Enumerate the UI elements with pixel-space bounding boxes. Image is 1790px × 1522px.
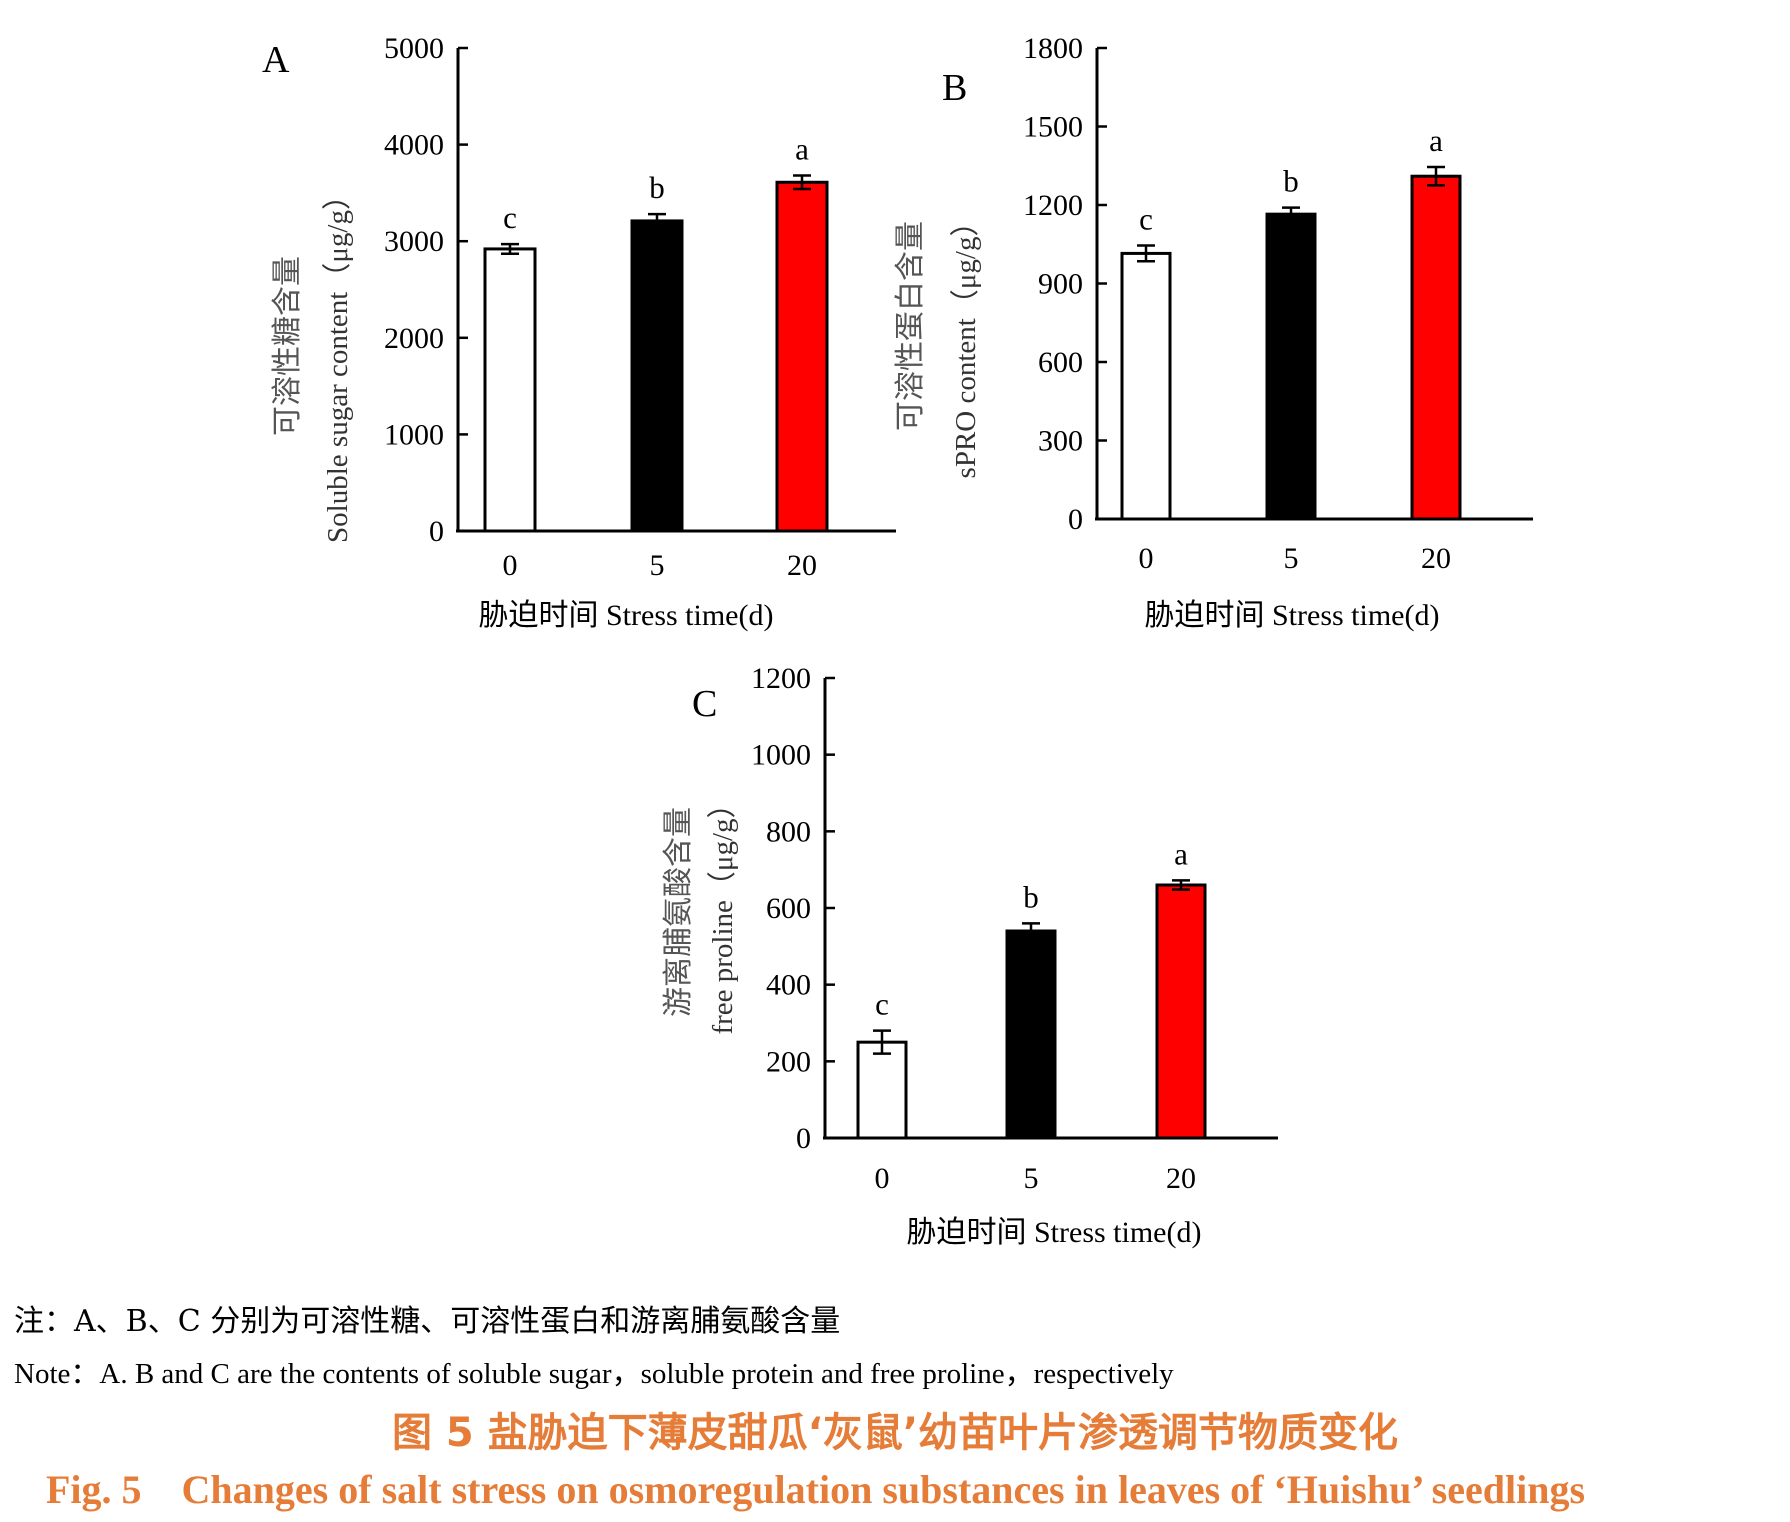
panel-c-y-tick-label: 1000 — [751, 739, 811, 772]
panel-b-x-tick-label: 5 — [1284, 542, 1299, 575]
panel-b-y-tick-label: 1200 — [1023, 189, 1083, 222]
panel-a-y-tick-label: 2000 — [384, 322, 444, 355]
panel-a-y-tick-label: 1000 — [384, 418, 444, 451]
panel-b-x-tick-label: 0 — [1139, 542, 1154, 575]
panel-b-y-tick-label: 900 — [1038, 268, 1083, 301]
figure-title-english-text: Fig. 5 Changes of salt stress on osmoreg… — [46, 1467, 1586, 1512]
panel-a-significance-letter: a — [795, 132, 809, 167]
panel-b-bar-0 — [1120, 251, 1172, 521]
panel-c-significance-letter: a — [1174, 836, 1188, 871]
panel-b-significance-letter: b — [1283, 164, 1299, 199]
panel-a-x-tick-label: 0 — [503, 549, 518, 582]
panel-c-y-tick-label: 600 — [766, 892, 811, 925]
panel-a-y-tick-label: 3000 — [384, 225, 444, 258]
panel-c-x-tick-label: 0 — [875, 1162, 890, 1195]
panel-c-x-tick-label: 5 — [1024, 1162, 1039, 1195]
panel-a-x-tick-label: 5 — [650, 549, 665, 582]
panel-a-y-tick-label: 4000 — [384, 129, 444, 162]
panel-b-x-tick-label: 20 — [1421, 542, 1451, 575]
panel-a-y-tick-label: 5000 — [384, 32, 444, 65]
panel-c-y-label-chinese: 游离脯氨酸含量 — [661, 807, 696, 1017]
panel-c-significance-letter: c — [875, 987, 889, 1022]
panel-b-y-tick-label: 1500 — [1023, 111, 1083, 144]
panel-a-chart: 0 1000 2000 3000 4000 5000 c 0 b 5 a 20 A 可溶性糖含量 Solub… — [262, 32, 896, 632]
panel-a-bar-5 — [630, 219, 684, 533]
panel-b-bar-5 — [1265, 212, 1317, 521]
panel-a-bar-20 — [775, 180, 829, 533]
caption-note-chinese: 注：A、B、C 分别为可溶性糖、可溶性蛋白和游离脯氨酸含量 — [14, 1304, 841, 1339]
panel-c-significance-letter: b — [1023, 879, 1039, 914]
panel-a-significance-letter: c — [503, 200, 517, 235]
panel-c-letter: C — [692, 683, 717, 725]
panel-a-significance-letter: b — [649, 170, 665, 205]
panel-b-y-tick-label: 0 — [1068, 503, 1083, 536]
panel-c-y-tick-label: 400 — [766, 969, 811, 1002]
panel-b-bar-20 — [1410, 174, 1462, 521]
panel-b-y-tick-label: 1800 — [1023, 32, 1083, 65]
panel-b-y-label-english: sPRO content（μg/g） — [950, 208, 982, 479]
panel-a-letter: A — [262, 39, 290, 81]
panel-c-x-label: 胁迫时间 Stress time(d) — [907, 1216, 1202, 1249]
panel-a-y-label-english: Soluble sugar content（μg/g） — [322, 181, 354, 543]
panel-a-x-tick-label: 20 — [787, 549, 817, 582]
panel-b-significance-letter: c — [1139, 202, 1153, 237]
panel-b-x-label: 胁迫时间 Stress time(d) — [1145, 599, 1440, 632]
panel-c-bar-0 — [856, 1040, 908, 1140]
panel-c-bar-5 — [1005, 929, 1057, 1140]
panel-b-y-tick-label: 300 — [1038, 425, 1083, 458]
figure-title-chinese: 图 5 盐胁迫下薄皮甜瓜‘灰鼠’幼苗叶片渗透调节物质变化 — [391, 1410, 1399, 1456]
panel-c-bar-20 — [1155, 883, 1207, 1140]
panel-c-y-tick-label: 1200 — [751, 662, 811, 695]
panel-c-y-tick-label: 0 — [796, 1122, 811, 1155]
panel-c-y-tick-label: 200 — [766, 1045, 811, 1078]
caption-note-english: Note：A. B and C are the contents of solu… — [14, 1358, 1174, 1390]
panel-b-letter: B — [942, 67, 967, 109]
panel-a-y-tick-label: 0 — [429, 515, 444, 548]
panel-c-x-tick-label: 20 — [1166, 1162, 1196, 1195]
panel-a-x-label: 胁迫时间 Stress time(d) — [479, 599, 774, 632]
panel-b-chart: 0 300 600 900 1200 1500 1800 c 0 b 5 a 20 B 可溶性蛋白含量 sPR… — [893, 32, 1533, 632]
panel-c-chart: 0 200 400 600 800 1000 1200 c 0 b 5 a 20 C 游离脯氨酸含量 free… — [661, 662, 1278, 1249]
figure-title-english: Fig. 5 Changes of salt stress on osmoreg… — [46, 1466, 1790, 1513]
panel-c-y-label-english: free proline（μg/g） — [707, 789, 739, 1034]
panel-a-y-label-chinese: 可溶性糖含量 — [270, 256, 305, 436]
panel-b-y-label-chinese: 可溶性蛋白含量 — [893, 221, 928, 431]
panel-b-significance-letter: a — [1429, 123, 1443, 158]
panel-a-bar-0 — [483, 247, 537, 533]
panel-b-y-tick-label: 600 — [1038, 346, 1083, 379]
panel-c-y-tick-label: 800 — [766, 815, 811, 848]
